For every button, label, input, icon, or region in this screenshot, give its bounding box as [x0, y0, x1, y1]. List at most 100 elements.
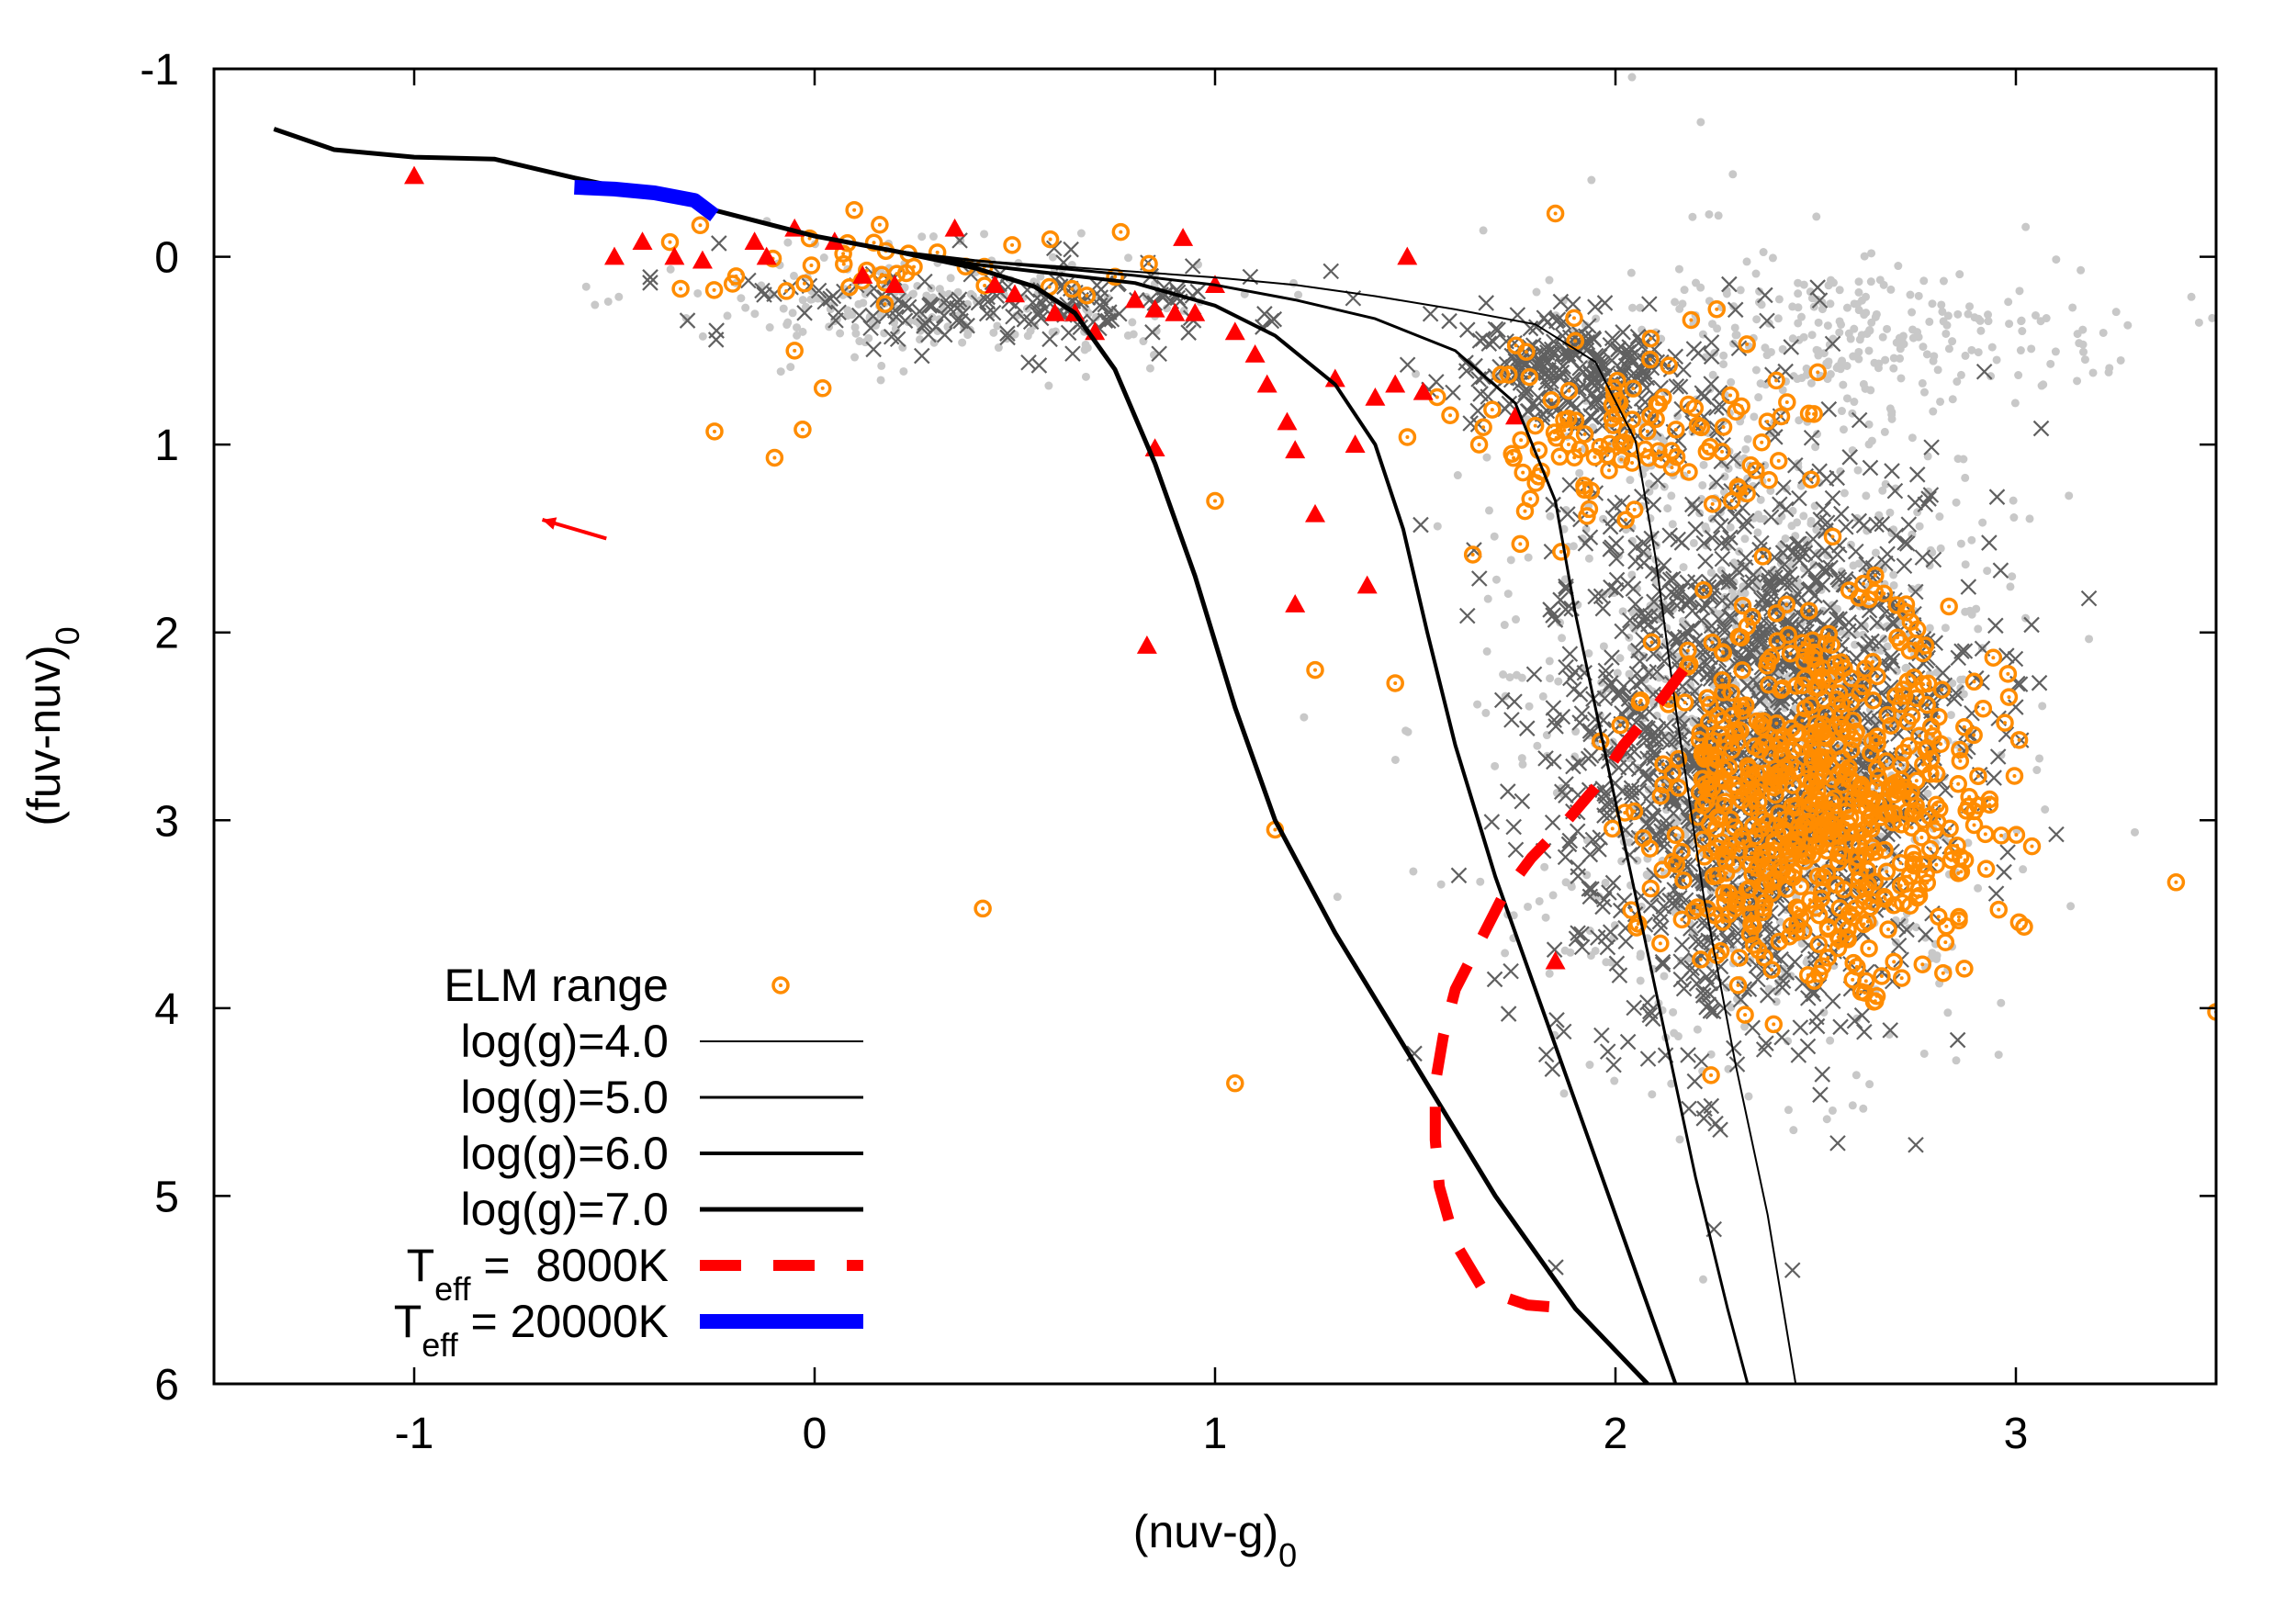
data-point	[1805, 531, 1822, 547]
data-point	[1503, 590, 1513, 599]
marker-center	[1885, 870, 1889, 874]
data-point	[1731, 331, 1740, 340]
data-point	[1999, 688, 2019, 706]
data-point	[1781, 534, 1790, 543]
marker-ring	[1729, 627, 1748, 646]
marker-center	[1794, 731, 1798, 736]
data-point	[1668, 377, 1685, 395]
data-point	[1458, 607, 1476, 624]
data-point	[1941, 329, 1951, 338]
data-point	[1839, 380, 1848, 389]
data-point	[1822, 1115, 1831, 1124]
data-point	[1862, 567, 1879, 583]
data-point	[1822, 599, 1839, 616]
marker-center	[1618, 723, 1623, 727]
marker-center	[1685, 648, 1690, 653]
data-point	[2032, 766, 2042, 775]
data-point	[1792, 1019, 1809, 1036]
data-point	[1570, 752, 1580, 761]
marker-center	[1870, 797, 1874, 802]
data-point	[1608, 550, 1625, 568]
marker-center	[1859, 785, 1863, 790]
data-point	[1702, 590, 1719, 606]
data-point	[1482, 646, 1491, 656]
data-point	[1818, 561, 1834, 579]
data-point	[1683, 920, 1699, 937]
data-point	[1561, 878, 1570, 887]
data-point	[1699, 460, 1708, 469]
data-point	[1981, 534, 1998, 551]
data-point	[946, 274, 955, 283]
data-point	[2052, 255, 2061, 264]
marker-center	[1711, 874, 1716, 879]
data-point	[1846, 540, 1855, 549]
data-point	[1703, 1097, 1720, 1115]
data-point	[1322, 263, 1339, 280]
data-point	[2105, 364, 2114, 373]
data-point	[1184, 258, 1201, 275]
data-point	[698, 332, 707, 341]
data-point	[1669, 1007, 1678, 1017]
marker-center	[1888, 724, 1893, 728]
data-point	[1757, 287, 1773, 304]
data-point	[1672, 971, 1690, 988]
data-point	[2015, 287, 2024, 296]
data-point	[1491, 575, 1501, 584]
data-point	[1524, 553, 1533, 562]
data-point	[1478, 295, 1494, 311]
data-point	[819, 253, 828, 263]
data-point	[1514, 792, 1531, 810]
data-point	[914, 347, 930, 365]
data-point	[895, 296, 913, 313]
marker-ring	[1874, 584, 1894, 603]
data-point	[876, 376, 885, 385]
data-point	[1681, 1100, 1697, 1118]
data-point	[1744, 574, 1761, 590]
data-point	[1906, 290, 1915, 299]
data-point	[1715, 572, 1731, 590]
data-point	[1878, 332, 1887, 342]
data-point	[1925, 317, 1934, 326]
data-point	[1984, 310, 1993, 320]
data-point	[1611, 967, 1628, 983]
data-point	[1517, 754, 1526, 763]
marker-center	[1649, 886, 1653, 891]
data-point	[1826, 1036, 1835, 1045]
data-point	[1546, 753, 1562, 770]
data-point	[1704, 529, 1721, 546]
data-point	[1720, 608, 1738, 625]
data-point	[1602, 541, 1619, 557]
data-point	[1679, 563, 1688, 572]
data-point	[1617, 933, 1635, 950]
data-point	[1703, 376, 1719, 392]
data-point	[1693, 1025, 1702, 1034]
data-point	[1774, 569, 1791, 587]
data-point	[1698, 480, 1707, 489]
data-point	[1800, 606, 1818, 624]
marker-center	[1679, 849, 1683, 854]
data-point	[1829, 568, 1846, 586]
data-point	[1983, 567, 1992, 576]
data-point	[1751, 630, 1769, 646]
data-point	[2014, 371, 2023, 380]
marker-center	[1948, 826, 1953, 831]
data-point	[1541, 913, 1550, 922]
data-point	[953, 287, 962, 297]
marker-ring	[1728, 976, 1748, 995]
data-point	[1879, 545, 1896, 563]
data-point	[1727, 301, 1744, 319]
data-point	[1667, 348, 1684, 365]
data-point	[1840, 489, 1849, 498]
data-point	[2017, 316, 2026, 325]
data-point	[1773, 314, 1783, 323]
data-point	[756, 287, 772, 303]
marker-ring	[1733, 596, 1752, 615]
data-point	[1808, 1017, 1826, 1035]
data-point	[793, 323, 802, 332]
marker-center	[1886, 927, 1891, 932]
marker-center	[1834, 672, 1839, 677]
data-point	[708, 322, 725, 339]
data-point	[788, 309, 797, 318]
data-point	[1180, 324, 1197, 341]
data-point	[1471, 332, 1489, 349]
